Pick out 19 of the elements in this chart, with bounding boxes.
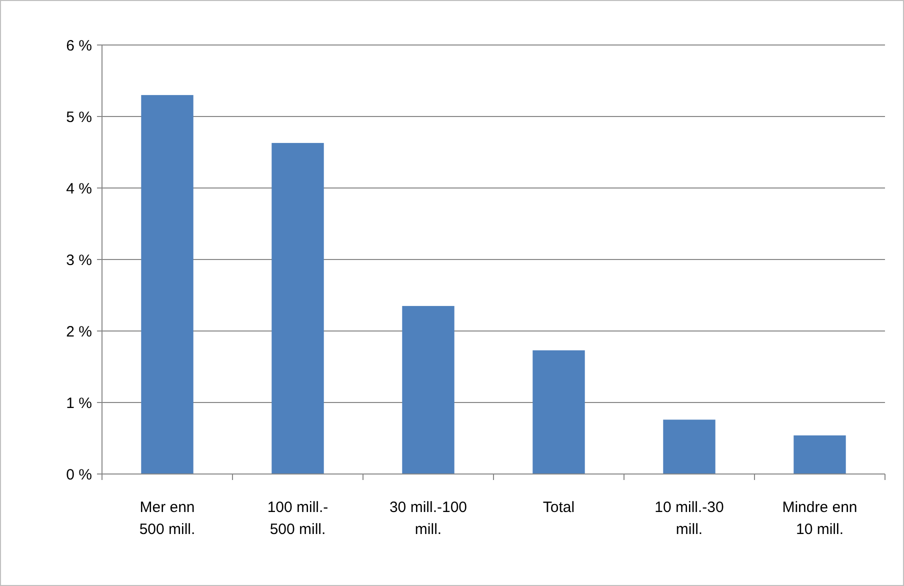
x-tick-label: 30 mill.-100 mill. [389,499,468,538]
y-tick-label: 1 % [66,394,92,412]
y-tick-label: 4 % [66,180,92,198]
bar [794,435,846,474]
bar [663,420,716,474]
x-tick-label: 10 mill.-30 mill. [654,499,724,538]
x-tick-label: Total [542,499,575,516]
y-tick-label: 6 % [66,37,92,54]
y-tick-label: 0 % [66,466,92,484]
bar [402,306,454,474]
bar [532,350,585,474]
y-tick-label: 3 % [66,252,92,269]
y-tick-label: 2 % [66,323,92,340]
bar [272,142,324,474]
x-tick-label: 100 mill.- 500 mill. [267,499,328,538]
y-tick-label: 5 % [66,108,92,126]
x-tick-label: Mindre enn 10 mill. [782,499,858,538]
x-tick-label: Mer enn 500 mill. [139,499,196,538]
bar [141,95,194,474]
